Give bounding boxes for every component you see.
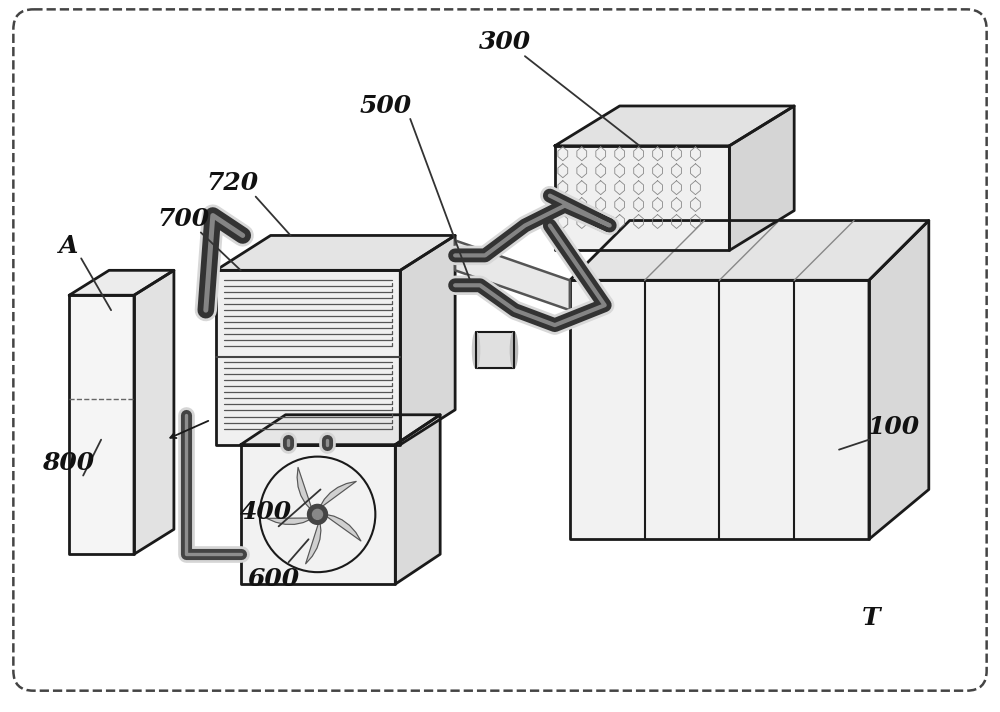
Text: T: T [862,606,880,630]
Text: A: A [59,234,78,258]
Text: 720: 720 [207,171,259,194]
Ellipse shape [510,332,518,368]
Polygon shape [455,241,570,310]
Polygon shape [297,467,312,510]
Circle shape [308,504,327,524]
Polygon shape [134,271,174,554]
Text: 500: 500 [359,94,411,118]
Polygon shape [555,146,729,251]
Text: 300: 300 [479,30,531,54]
Polygon shape [69,295,134,554]
Polygon shape [570,221,929,281]
Polygon shape [216,271,400,445]
Polygon shape [216,236,455,271]
Polygon shape [570,281,869,539]
Text: 400: 400 [240,501,292,524]
Polygon shape [267,518,311,524]
Polygon shape [320,481,356,507]
Polygon shape [241,415,440,445]
Polygon shape [729,106,794,251]
Ellipse shape [472,332,480,368]
Polygon shape [395,415,440,584]
Polygon shape [476,332,514,368]
Text: 700: 700 [158,206,210,231]
Polygon shape [241,445,395,584]
Polygon shape [400,236,455,445]
Text: 800: 800 [42,451,94,475]
Text: 600: 600 [248,567,300,591]
Circle shape [313,509,322,519]
Polygon shape [869,221,929,539]
Polygon shape [325,514,361,541]
Text: 100: 100 [868,414,920,439]
Polygon shape [555,106,794,146]
Polygon shape [69,271,174,295]
Polygon shape [306,522,321,564]
